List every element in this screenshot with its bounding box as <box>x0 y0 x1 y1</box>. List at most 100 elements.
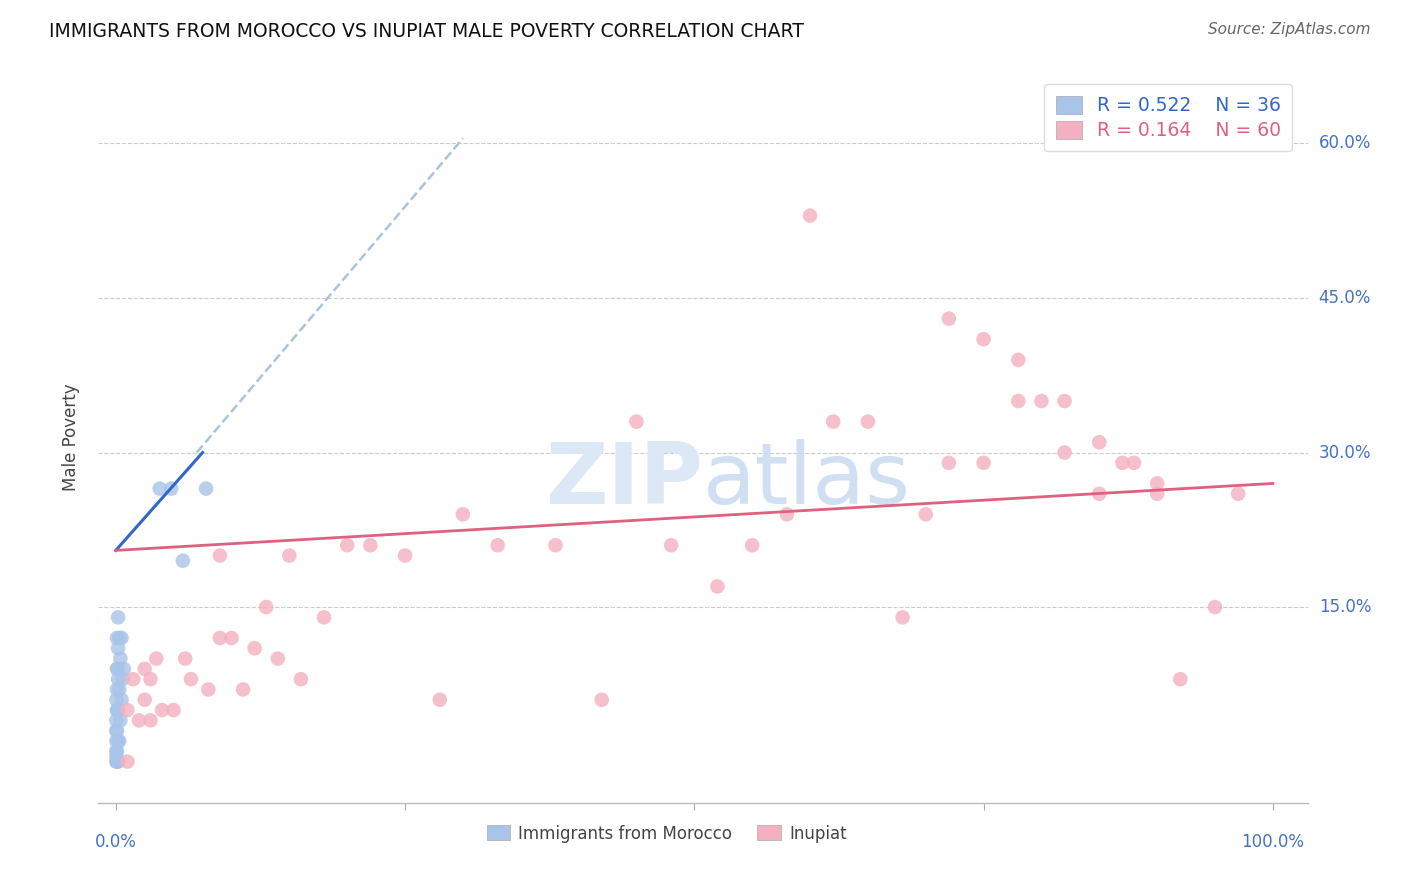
Point <box>105 749 128 764</box>
Point <box>105 744 128 758</box>
Point <box>973 332 995 346</box>
Point <box>254 600 277 615</box>
Point <box>1123 456 1146 470</box>
Point <box>1088 487 1111 501</box>
Point <box>891 610 914 624</box>
Point <box>105 714 128 728</box>
Point <box>1053 394 1076 409</box>
Point <box>162 703 184 717</box>
Point <box>706 579 728 593</box>
Point <box>243 641 266 656</box>
Point <box>973 456 995 470</box>
Point <box>107 610 129 624</box>
Point <box>1146 487 1168 501</box>
Text: ZIP: ZIP <box>546 440 703 523</box>
Point <box>149 482 172 496</box>
Point <box>105 631 128 645</box>
Point <box>105 682 128 697</box>
Point <box>1168 672 1191 686</box>
Point <box>110 631 132 645</box>
Point <box>172 554 194 568</box>
Point <box>208 549 231 563</box>
Point <box>267 651 290 665</box>
Point <box>659 538 682 552</box>
Point <box>776 508 799 522</box>
Legend: Immigrants from Morocco, Inupiat: Immigrants from Morocco, Inupiat <box>479 818 853 849</box>
Point <box>180 672 202 686</box>
Point <box>195 482 218 496</box>
Point <box>486 538 509 552</box>
Point <box>105 755 128 769</box>
Text: IMMIGRANTS FROM MOROCCO VS INUPIAT MALE POVERTY CORRELATION CHART: IMMIGRANTS FROM MOROCCO VS INUPIAT MALE … <box>49 22 804 41</box>
Point <box>312 610 335 624</box>
Point <box>117 755 139 769</box>
Point <box>105 723 128 738</box>
Point <box>208 631 231 645</box>
Text: atlas: atlas <box>703 440 911 523</box>
Point <box>914 508 936 522</box>
Point <box>107 641 129 656</box>
Point <box>105 744 128 758</box>
Point <box>429 693 451 707</box>
Point <box>105 693 128 707</box>
Point <box>799 209 821 223</box>
Point <box>108 734 131 748</box>
Point <box>197 682 219 697</box>
Point <box>336 538 359 552</box>
Point <box>117 703 139 717</box>
Point <box>107 755 129 769</box>
Point <box>105 703 128 717</box>
Point <box>107 703 129 717</box>
Text: 30.0%: 30.0% <box>1319 443 1371 461</box>
Text: 15.0%: 15.0% <box>1319 598 1371 616</box>
Y-axis label: Male Poverty: Male Poverty <box>62 384 80 491</box>
Point <box>128 714 150 728</box>
Point <box>591 693 613 707</box>
Point <box>139 672 162 686</box>
Point <box>111 672 134 686</box>
Point <box>1204 600 1226 615</box>
Point <box>451 508 474 522</box>
Text: 100.0%: 100.0% <box>1241 833 1305 851</box>
Point <box>1007 352 1029 367</box>
Point <box>105 723 128 738</box>
Point <box>174 651 197 665</box>
Point <box>108 682 131 697</box>
Point <box>1088 435 1111 450</box>
Text: 0.0%: 0.0% <box>94 833 136 851</box>
Point <box>626 415 648 429</box>
Point <box>110 714 132 728</box>
Text: 60.0%: 60.0% <box>1319 135 1371 153</box>
Text: 45.0%: 45.0% <box>1319 289 1371 307</box>
Point <box>232 682 254 697</box>
Point <box>221 631 243 645</box>
Point <box>108 631 131 645</box>
Point <box>544 538 567 552</box>
Point <box>110 651 132 665</box>
Point <box>1146 476 1168 491</box>
Point <box>160 482 183 496</box>
Point <box>107 672 129 686</box>
Point <box>359 538 381 552</box>
Point <box>1227 487 1250 501</box>
Point <box>1053 445 1076 459</box>
Point <box>107 662 129 676</box>
Point <box>150 703 173 717</box>
Point <box>856 415 879 429</box>
Point <box>145 651 167 665</box>
Point <box>105 662 128 676</box>
Point <box>1007 394 1029 409</box>
Point <box>107 703 129 717</box>
Point <box>1111 456 1133 470</box>
Point <box>938 311 960 326</box>
Point <box>290 672 312 686</box>
Point <box>105 734 128 748</box>
Point <box>112 662 135 676</box>
Point <box>107 755 129 769</box>
Point <box>134 662 156 676</box>
Point <box>938 456 960 470</box>
Point <box>110 693 132 707</box>
Text: Source: ZipAtlas.com: Source: ZipAtlas.com <box>1208 22 1371 37</box>
Point <box>105 755 128 769</box>
Point <box>823 415 845 429</box>
